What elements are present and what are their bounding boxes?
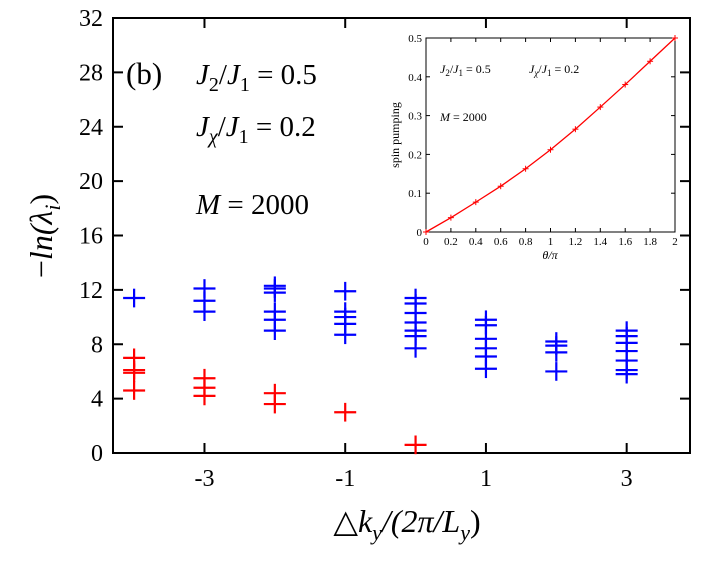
main-data-point-red	[123, 348, 146, 368]
main-x-tick-label: -1	[335, 466, 355, 492]
inset-data-point	[447, 214, 454, 221]
inset-y-tick-label: 0.4	[408, 72, 422, 84]
inset-x-tick-label: 0.2	[444, 236, 458, 248]
main-y-tick-label: 32	[79, 6, 103, 32]
main-data-point-red	[404, 435, 427, 455]
inset-data-point	[547, 146, 554, 153]
main-data-point-red	[193, 368, 216, 388]
inset-y-tick-label: 0.3	[408, 111, 422, 123]
main-y-tick-label: 8	[91, 332, 103, 358]
main-data-point-red	[123, 381, 146, 400]
inset-x-tick-label: 0.6	[494, 236, 508, 248]
inset-x-tick-label: 1.6	[618, 236, 632, 248]
inset-y-tick-label: 0.5	[408, 33, 422, 45]
main-y-tick-label: 12	[79, 278, 103, 304]
main-annotation-jchi: Jχ/J1 = 0.2	[196, 111, 316, 148]
inset-axis-ticks: 0 0.1 0.2 0.3 0.4 0.5 0 0.2 0.4 0.6 0.8 1 1.2 1.4 1.6 1…	[408, 33, 678, 248]
inset-x-tick-label: 2	[672, 236, 678, 248]
inset-y-tick-label: 0.2	[408, 149, 422, 161]
inset-x-tick-label: 0	[423, 236, 429, 248]
main-y-tick-label: 20	[79, 169, 103, 195]
main-y-axis-label: −ln(λi)	[23, 194, 65, 278]
inset-data-point	[497, 183, 504, 190]
inset-data-point	[472, 199, 479, 206]
inset-annotation-jchi: Jχ/J1 = 0.2	[529, 62, 579, 78]
inset-y-tick-label: 0	[417, 227, 423, 239]
main-data-point-blue	[263, 276, 286, 296]
main-data-point-blue	[123, 288, 146, 308]
main-annotation-m: M = 2000	[195, 189, 309, 221]
main-data-point-blue	[545, 362, 568, 381]
inset-background	[426, 38, 675, 232]
inset-data-series	[423, 35, 678, 235]
inset-data-point	[572, 126, 579, 133]
inset-x-tick-label: 0.4	[469, 236, 483, 248]
inset-x-tick-label: 1	[548, 236, 554, 248]
inset-x-tick-label: 1.4	[593, 236, 607, 248]
main-y-tick-label: 0	[91, 441, 103, 467]
inset-data-point	[423, 229, 429, 235]
main-data-points	[123, 276, 638, 455]
main-y-tick-label: 28	[79, 60, 103, 86]
inset-x-tick-label: 1.2	[569, 236, 583, 248]
main-annotation-j2: J2/J1 = 0.5	[196, 59, 317, 96]
inset-data-point	[622, 81, 629, 88]
main-data-point-blue	[474, 310, 497, 330]
inset-y-axis-label: spin pumping	[388, 102, 402, 168]
main-y-tick-label: 4	[91, 387, 103, 413]
main-data-point-blue	[615, 321, 638, 341]
main-y-tick-label: 24	[79, 115, 103, 141]
main-data-point-blue	[334, 302, 357, 321]
main-data-point-blue	[404, 288, 427, 308]
inset-annotation-j2: J2/J1 = 0.5	[440, 62, 491, 78]
main-data-point-blue	[193, 279, 216, 298]
inset-data-point	[597, 104, 604, 111]
panel-label: (b)	[126, 56, 162, 91]
inset-data-point	[522, 165, 529, 172]
inset-x-axis-label: θ/π	[542, 248, 558, 262]
inset-data-point	[672, 35, 678, 41]
main-data-point-red	[334, 402, 357, 422]
main-data-point-blue	[334, 281, 357, 301]
main-x-axis-label: △ky/(2π/Ly)	[333, 503, 480, 545]
inset-y-tick-label: 0.1	[408, 188, 422, 200]
main-data-point-blue	[263, 302, 286, 321]
inset-data-point	[647, 58, 654, 65]
inset-x-tick-label: 1.8	[643, 236, 657, 248]
main-data-point-red	[263, 383, 286, 403]
inset-x-tick-label: 0.8	[519, 236, 533, 248]
main-y-tick-label: 16	[79, 224, 103, 250]
main-x-tick-label: 1	[480, 466, 492, 492]
main-x-tick-label: 3	[621, 466, 633, 492]
inset-annotation-m: M = 2000	[439, 110, 487, 124]
main-x-tick-label: -3	[194, 466, 214, 492]
main-data-point-blue	[545, 332, 568, 351]
